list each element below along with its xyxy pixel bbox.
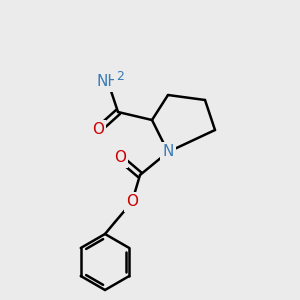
Text: O: O — [114, 151, 126, 166]
Text: N: N — [162, 145, 174, 160]
Text: 2: 2 — [116, 70, 124, 83]
Text: O: O — [126, 194, 138, 209]
Text: O: O — [92, 122, 104, 137]
Text: NH: NH — [97, 74, 119, 89]
